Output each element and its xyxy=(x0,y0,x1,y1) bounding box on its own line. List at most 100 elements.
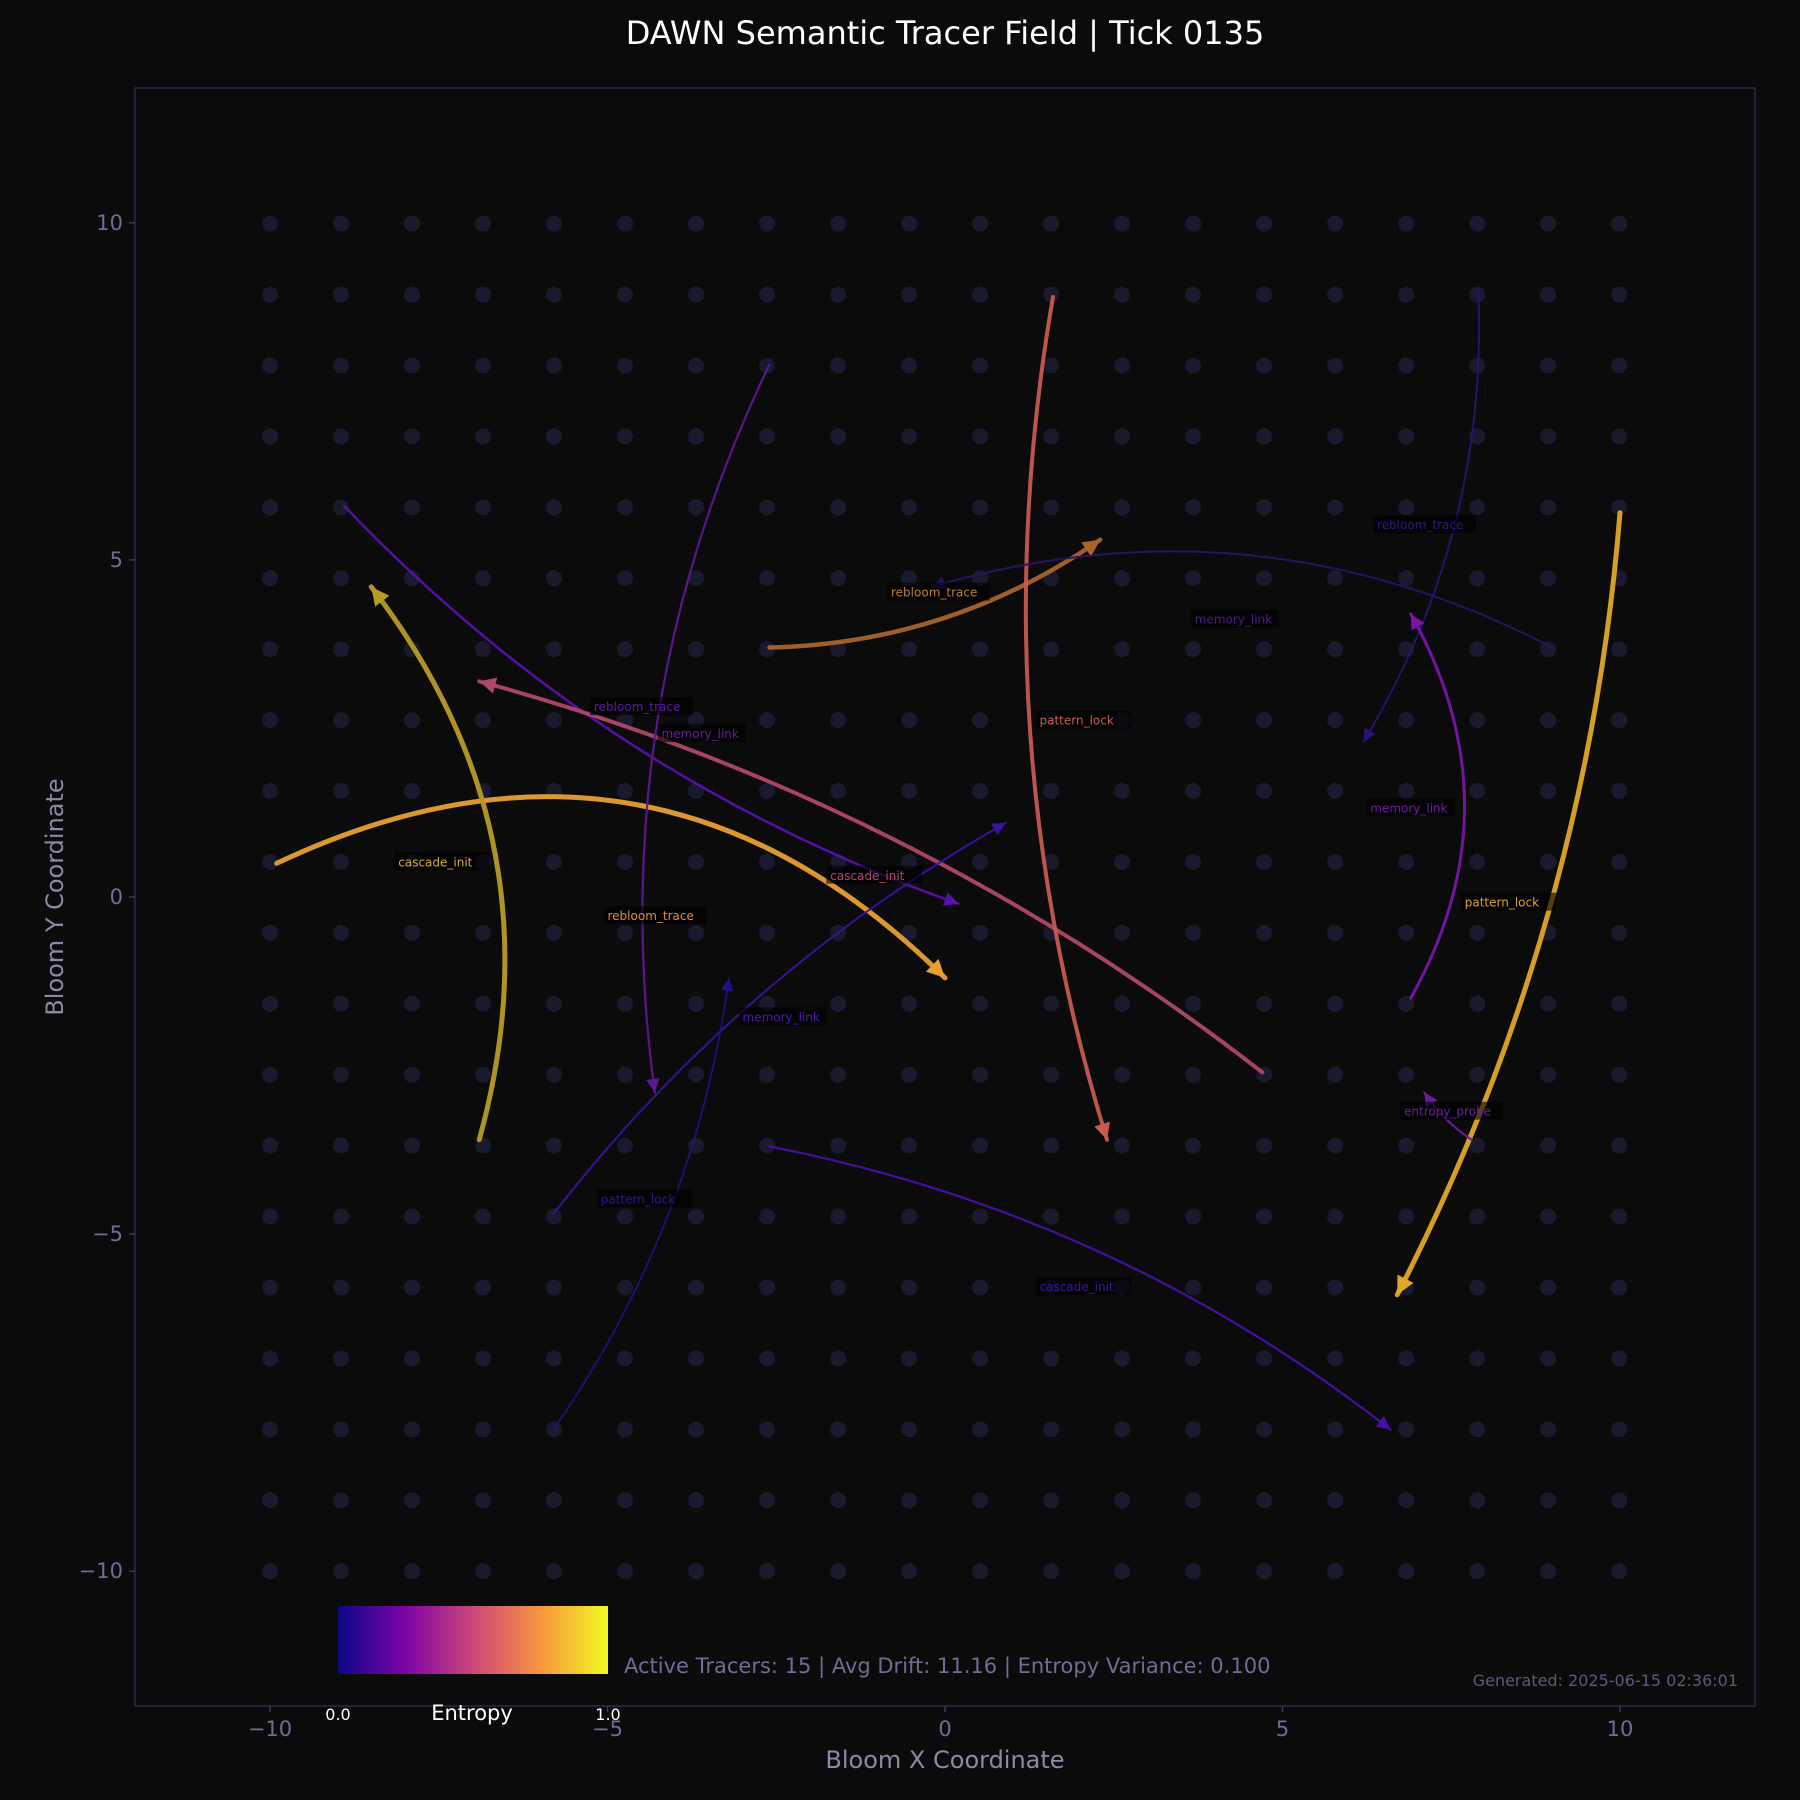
grid-dot xyxy=(546,853,563,870)
tracer-arrowhead xyxy=(1363,727,1376,742)
grid-dot xyxy=(1398,712,1415,729)
grid-dot xyxy=(688,995,705,1012)
annotation-box xyxy=(1035,1277,1132,1296)
grid-dot xyxy=(759,286,776,303)
grid-dot xyxy=(1398,853,1415,870)
grid-dot xyxy=(688,286,705,303)
grid-dot xyxy=(830,1279,847,1296)
grid-dot xyxy=(617,286,634,303)
tracer-annotation: cascade_init xyxy=(1035,1277,1132,1296)
grid-dot xyxy=(546,286,563,303)
grid-dot xyxy=(1114,357,1131,374)
tracer-path xyxy=(343,504,960,905)
grid-dot xyxy=(688,712,705,729)
x-tick-label: −10 xyxy=(248,1717,292,1741)
grid-dot xyxy=(1398,499,1415,516)
grid-dot xyxy=(1043,783,1060,800)
grid-dot xyxy=(1043,995,1060,1012)
grid-dot xyxy=(901,1350,918,1367)
grid-dot xyxy=(759,1350,776,1367)
entropy-colorbar xyxy=(338,1606,608,1674)
grid-dot xyxy=(759,1492,776,1509)
grid-dot xyxy=(759,428,776,445)
tracer-path xyxy=(1409,612,1466,1000)
grid-dot xyxy=(1611,215,1628,232)
annotation-box xyxy=(394,852,490,871)
grid-dot xyxy=(1540,712,1557,729)
grid-dot xyxy=(759,1066,776,1083)
grid-dot xyxy=(404,215,421,232)
grid-dot xyxy=(1611,286,1628,303)
grid-dot xyxy=(688,215,705,232)
grid-dot xyxy=(830,1350,847,1367)
grid-dot xyxy=(1114,570,1131,587)
grid-dot xyxy=(404,1563,421,1580)
tracer-path xyxy=(552,821,1007,1215)
grid-dot xyxy=(262,995,278,1012)
grid-dot xyxy=(1043,286,1060,303)
grid-dot xyxy=(1327,853,1344,870)
grid-dot xyxy=(1327,783,1344,800)
grid-dot xyxy=(333,1137,350,1154)
grid-dot xyxy=(1043,215,1060,232)
grid-dot xyxy=(262,1563,278,1580)
grid-dot xyxy=(759,1137,776,1154)
grid-dot xyxy=(901,499,918,516)
grid-dot xyxy=(333,1208,350,1225)
grid-dot xyxy=(830,641,847,658)
grid-dot xyxy=(1398,357,1415,374)
grid-dot xyxy=(1327,1279,1344,1296)
grid-dot xyxy=(262,641,278,658)
grid-dot xyxy=(972,215,989,232)
grid-dot xyxy=(972,1350,989,1367)
grid-dot xyxy=(1540,1421,1557,1438)
tracer-path xyxy=(1394,510,1623,1298)
grid-dot xyxy=(262,1279,278,1296)
grid-dot xyxy=(1256,357,1273,374)
grid-dot xyxy=(901,1066,918,1083)
grid-dot xyxy=(1540,783,1557,800)
grid-dot xyxy=(475,499,492,516)
grid-dot xyxy=(1114,1492,1131,1509)
annotation-label: pattern_lock xyxy=(1465,896,1539,910)
grid-dot xyxy=(972,641,989,658)
grid-dot xyxy=(901,1563,918,1580)
grid-dot xyxy=(1185,712,1202,729)
grid-dot xyxy=(901,995,918,1012)
tracer-path xyxy=(767,537,1103,650)
grid-dot xyxy=(1114,1208,1131,1225)
x-axis-label: Bloom X Coordinate xyxy=(825,1746,1064,1774)
grid-dot xyxy=(262,1208,278,1225)
annotation-label: memory_link xyxy=(662,727,739,741)
grid-dot xyxy=(1611,1350,1628,1367)
grid-dot xyxy=(1327,712,1344,729)
x-tick-label: 0 xyxy=(938,1717,951,1741)
tracer-arrowhead xyxy=(646,1078,660,1093)
grid-dot xyxy=(1469,712,1486,729)
grid-dot xyxy=(1611,428,1628,445)
grid-dot xyxy=(1398,1421,1415,1438)
grid-dot xyxy=(1611,499,1628,516)
grid-dot xyxy=(1043,499,1060,516)
grid-dot xyxy=(404,570,421,587)
grid-dot xyxy=(1327,1492,1344,1509)
grid-dot xyxy=(1611,1563,1628,1580)
grid-dot xyxy=(1611,924,1628,941)
grid-dot xyxy=(830,499,847,516)
grid-dot xyxy=(830,1492,847,1509)
grid-dot xyxy=(1327,499,1344,516)
grid-dot xyxy=(972,995,989,1012)
grid-dot xyxy=(1611,712,1628,729)
grid-dot xyxy=(1469,1421,1486,1438)
grid-dot xyxy=(546,995,563,1012)
grid-dot xyxy=(617,924,634,941)
grid-dot xyxy=(1185,570,1202,587)
grid-dot xyxy=(1540,1563,1557,1580)
grid-dot xyxy=(759,783,776,800)
tracer-annotation: rebloom_trace xyxy=(1373,515,1476,534)
grid-dot xyxy=(333,1492,350,1509)
grid-dot xyxy=(688,428,705,445)
grid-dot xyxy=(404,1492,421,1509)
annotation-box xyxy=(826,865,922,884)
grid-dot xyxy=(1327,286,1344,303)
